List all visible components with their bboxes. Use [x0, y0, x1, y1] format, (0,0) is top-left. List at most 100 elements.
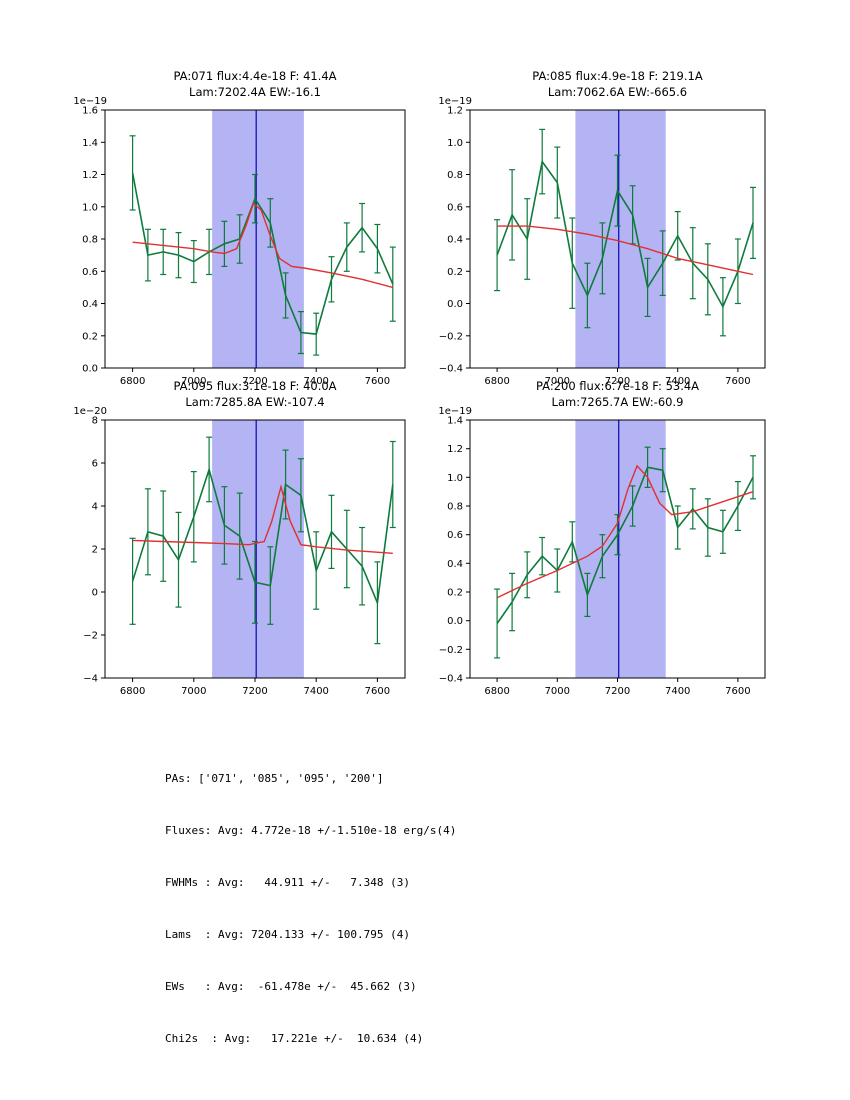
summary-line-ews: EWs : Avg: -61.478e +/- 45.662 (3) — [165, 980, 417, 993]
x-tick-label: 7400 — [665, 686, 690, 697]
y-tick-label: 1.6 — [82, 106, 98, 117]
y-tick-label: 0.6 — [82, 267, 98, 278]
y-tick-label: 0.8 — [447, 502, 463, 513]
x-tick-label: 7000 — [545, 376, 570, 387]
axis-offset-label: 1e−20 — [73, 406, 107, 417]
y-tick-label: −4 — [83, 674, 98, 685]
y-tick-label: 0.0 — [82, 364, 98, 375]
y-tick-label: 0.2 — [447, 267, 463, 278]
y-tick-label: 1.2 — [82, 170, 98, 181]
y-tick-label: 8 — [92, 416, 98, 427]
fit-window-band — [212, 110, 304, 368]
x-tick-label: 6800 — [484, 376, 509, 387]
x-tick-label: 7600 — [365, 376, 390, 387]
y-tick-label: 0.8 — [82, 235, 98, 246]
x-tick-label: 7600 — [725, 686, 750, 697]
y-tick-label: −0.2 — [439, 645, 463, 656]
x-tick-label: 7400 — [303, 686, 328, 697]
axis-offset-label: 1e−19 — [438, 96, 472, 107]
y-tick-label: 2 — [92, 545, 98, 556]
y-tick-label: 0.6 — [447, 530, 463, 541]
subplot-title: PA:071 flux:4.4e-18 F: 41.4A Lam:7202.4A… — [105, 68, 405, 100]
axis-ticks: 6800 7000 7200 7400 7600 0.0 0.2 0.4 0.6 0.8 1.0 1.… — [82, 106, 390, 388]
x-tick-label: 7200 — [605, 376, 630, 387]
y-tick-label: 0.4 — [447, 559, 463, 570]
subplot-title-line1: PA:071 flux:4.4e-18 F: 41.4A — [173, 69, 337, 83]
subplot-pa095: PA:095 flux:3.1e-18 F: 40.0A Lam:7285.8A… — [40, 376, 430, 726]
summary-line-chi2s: Chi2s : Avg: 17.221e +/- 10.634 (4) — [165, 1032, 424, 1045]
subplot-title-line1: PA:095 flux:3.1e-18 F: 40.0A — [173, 379, 337, 393]
subplot-title-line2: Lam:7062.6A EW:-665.6 — [547, 85, 688, 99]
y-tick-label: 1.0 — [82, 202, 98, 213]
model-fit-line — [132, 202, 393, 289]
y-tick-label: −0.4 — [439, 674, 463, 685]
subplot-pa071: PA:071 flux:4.4e-18 F: 41.4A Lam:7202.4A… — [40, 66, 430, 416]
spectrum-line — [131, 172, 394, 335]
y-tick-label: 1.2 — [447, 106, 463, 117]
axis-ticks: 6800 7000 7200 7400 7600 −4 −2 0 2 4 6 8 — [83, 416, 390, 698]
axis-offset-label: 1e−19 — [73, 96, 107, 107]
subplot-pa085: PA:085 flux:4.9e-18 F: 219.1A Lam:7062.6… — [405, 66, 795, 416]
plot-area-pa095: 6800 7000 7200 7400 7600 −4 −2 0 2 4 6 8 1e−20 — [40, 400, 425, 714]
fit-window-band — [575, 110, 666, 368]
x-tick-label: 7200 — [242, 376, 267, 387]
y-tick-label: 0.8 — [447, 170, 463, 181]
chart-canvas: 6800 7000 7200 7400 7600 0.0 0.2 0.4 0.6 0.8 1.0 1.… — [73, 96, 406, 388]
y-tick-label: −0.4 — [439, 364, 463, 375]
y-tick-label: 1.2 — [447, 444, 463, 455]
y-tick-label: 0.2 — [82, 331, 98, 342]
summary-line-lams: Lams : Avg: 7204.133 +/- 100.795 (4) — [165, 928, 411, 941]
y-tick-label: −0.2 — [439, 331, 463, 342]
y-tick-label: 4 — [92, 502, 98, 513]
plot-area-pa071: 6800 7000 7200 7400 7600 0.0 0.2 0.4 0.6 0.8 1.0 1.… — [40, 90, 425, 404]
subplot-title-line1: PA:085 flux:4.9e-18 F: 219.1A — [532, 69, 703, 83]
x-tick-label: 7600 — [725, 376, 750, 387]
summary-line-fwhms: FWHMs : Avg: 44.911 +/- 7.348 (3) — [165, 876, 411, 889]
subplot-pa200: PA:200 flux:6.7e-18 F: 53.4A Lam:7265.7A… — [405, 376, 795, 726]
x-tick-label: 7000 — [181, 376, 206, 387]
subplot-title-line2: Lam:7202.4A EW:-16.1 — [189, 85, 321, 99]
model-fit-line — [132, 483, 393, 554]
x-tick-label: 7200 — [605, 686, 630, 697]
axis-ticks: 6800 7000 7200 7400 7600 −0.4 −0.2 0.0 0.2 0.4 0.6… — [439, 416, 751, 698]
summary-line-fluxes: Fluxes: Avg: 4.772e-18 +/-1.510e-18 erg/… — [165, 824, 457, 837]
plot-area-pa085: 6800 7000 7200 7400 7600 −0.4 −0.2 0.0 0.2 0.4 0.6… — [405, 90, 785, 404]
axis-ticks: 6800 7000 7200 7400 7600 −0.4 −0.2 0.0 0.2 0.4 0.6… — [439, 106, 751, 388]
subplot-title: PA:200 flux:6.7e-18 F: 53.4A Lam:7265.7A… — [470, 378, 765, 410]
model-fit-line — [496, 464, 754, 599]
subplot-title-line1: PA:200 flux:6.7e-18 F: 53.4A — [535, 379, 700, 393]
model-fit-line — [497, 225, 754, 276]
fit-window-band — [212, 420, 304, 678]
x-tick-label: 7000 — [181, 686, 206, 697]
spectrum-line — [496, 159, 754, 309]
summary-block: PAs: ['071', '085', '095', '200'] Fluxes… — [165, 740, 456, 1078]
y-tick-label: 0.2 — [447, 588, 463, 599]
subplot-title-line2: Lam:7265.7A EW:-60.9 — [551, 395, 684, 409]
subplot-title: PA:085 flux:4.9e-18 F: 219.1A Lam:7062.6… — [470, 68, 765, 100]
x-tick-label: 7600 — [365, 686, 390, 697]
y-tick-label: 0.6 — [447, 202, 463, 213]
subplot-title: PA:095 flux:3.1e-18 F: 40.0A Lam:7285.8A… — [105, 378, 405, 410]
y-tick-label: 6 — [92, 459, 98, 470]
y-tick-label: 1.4 — [447, 416, 463, 427]
subplot-title-line2: Lam:7285.8A EW:-107.4 — [185, 395, 325, 409]
chart-canvas: 6800 7000 7200 7400 7600 −4 −2 0 2 4 6 81e−20 — [73, 406, 406, 698]
y-tick-label: 0.0 — [447, 299, 463, 310]
axis-offset-label: 1e−19 — [438, 406, 472, 417]
y-tick-label: 0 — [92, 588, 98, 599]
y-tick-label: 0.4 — [447, 235, 463, 246]
x-tick-label: 7000 — [545, 686, 570, 697]
spectrum-line — [131, 466, 394, 606]
y-tick-label: 1.0 — [447, 473, 463, 484]
y-tick-label: 1.0 — [447, 138, 463, 149]
x-tick-label: 6800 — [120, 686, 145, 697]
spectrum-line — [496, 466, 754, 624]
plot-area-pa200: 6800 7000 7200 7400 7600 −0.4 −0.2 0.0 0.2 0.4 0.6… — [405, 400, 785, 714]
x-tick-label: 7400 — [665, 376, 690, 387]
fit-window-band — [575, 420, 666, 678]
summary-line-pas: PAs: ['071', '085', '095', '200'] — [165, 772, 384, 785]
y-tick-label: 0.0 — [447, 616, 463, 627]
x-tick-label: 7400 — [303, 376, 328, 387]
y-tick-label: 0.4 — [82, 299, 98, 310]
